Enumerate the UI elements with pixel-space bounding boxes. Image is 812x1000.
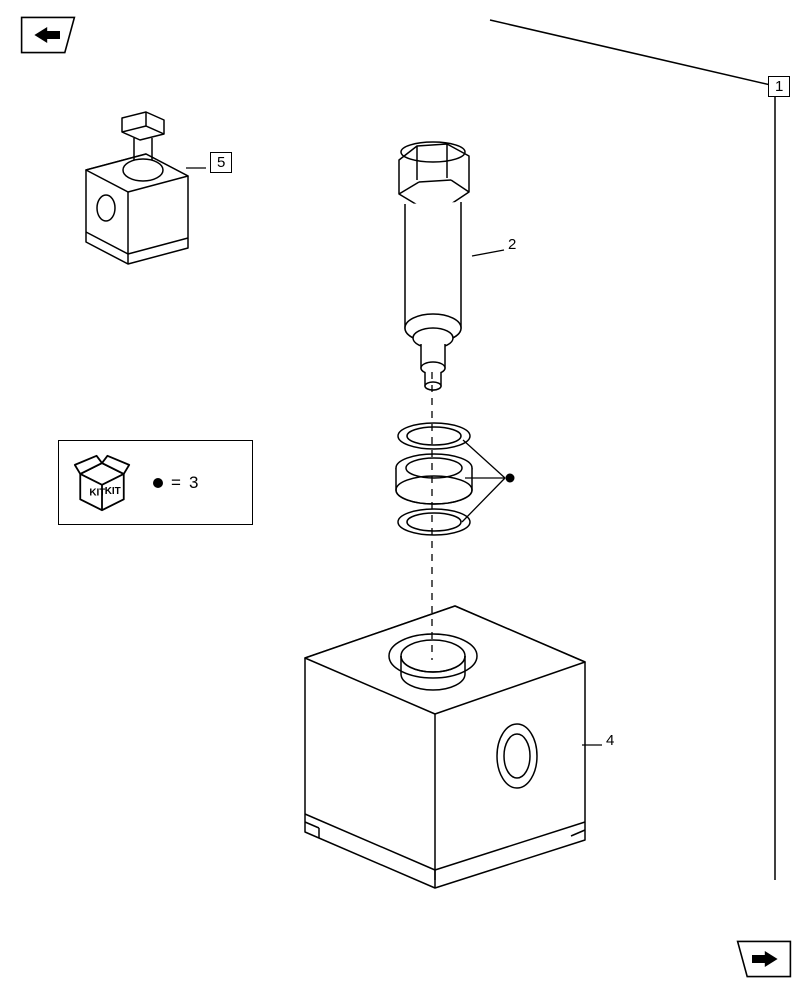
kit-icon: KIT KIT	[73, 454, 131, 512]
callout-5: 5	[210, 152, 232, 173]
kit-count: 3	[189, 473, 198, 493]
callout-1: 1	[768, 76, 790, 97]
kit-legend: KIT KIT = 3	[58, 440, 253, 525]
kit-equation: = 3	[153, 473, 198, 493]
callout-2: 2	[508, 236, 516, 253]
bullet-icon	[153, 478, 163, 488]
kit-label-right: KIT	[105, 485, 121, 496]
kit-label-left: KIT	[89, 487, 105, 498]
kit-equals: =	[171, 473, 181, 493]
callout-4: 4	[606, 732, 614, 749]
diagram-canvas: 1 2 4 5 KIT KIT = 3	[0, 0, 812, 1000]
